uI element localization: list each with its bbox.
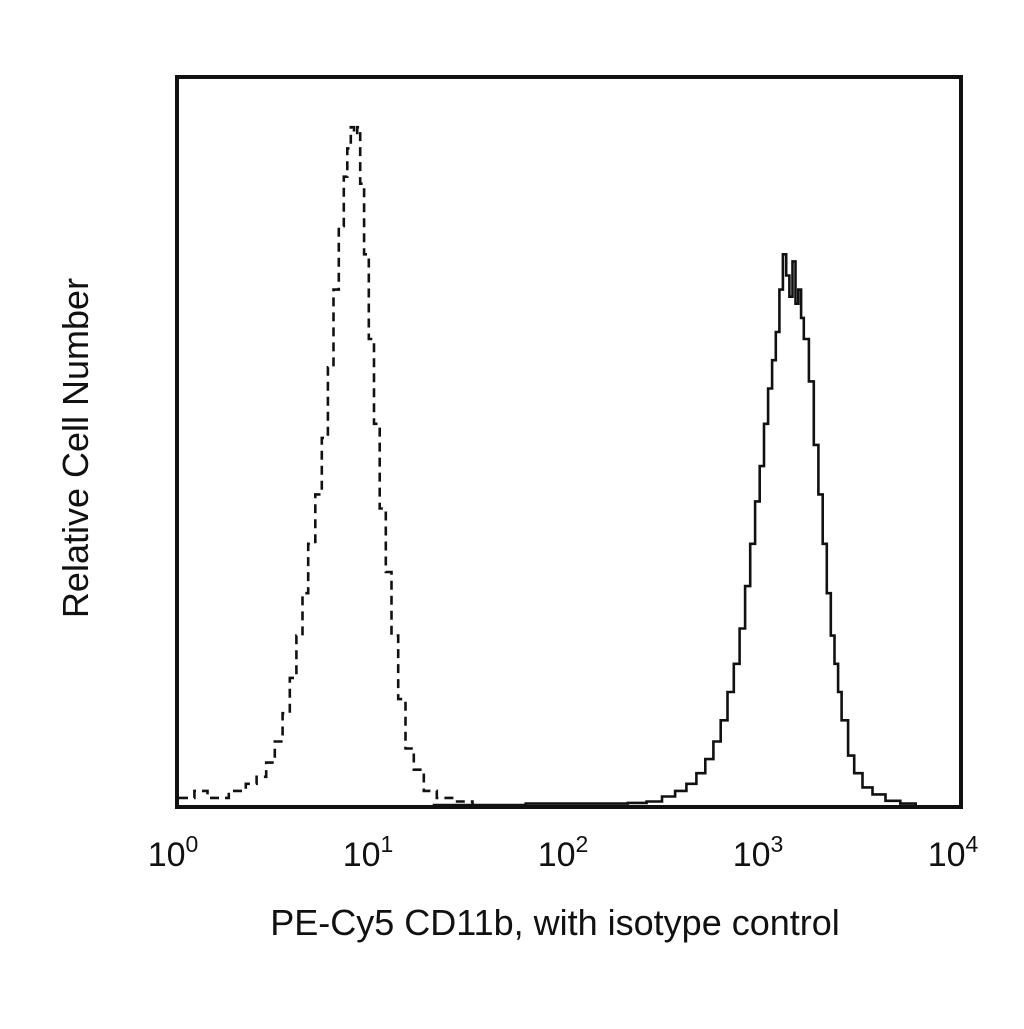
x-tick-label-3: 103 (733, 831, 784, 874)
plot-frame (175, 75, 963, 809)
x-tick-label-2: 102 (538, 831, 589, 874)
isotype-control-histogram (179, 125, 474, 805)
y-axis-title: Relative Cell Number (55, 278, 96, 618)
x-tick-labels: 100 101 102 103 104 (148, 831, 979, 874)
x-tick-label-4: 104 (928, 831, 979, 874)
x-tick-label-1: 101 (343, 831, 394, 874)
plot-marks (179, 125, 917, 807)
x-axis-title: PE-Cy5 CD11b, with isotype control (270, 902, 840, 943)
x-tick-label-0: 100 (148, 831, 199, 874)
cd11b-stained-histogram (432, 253, 917, 807)
